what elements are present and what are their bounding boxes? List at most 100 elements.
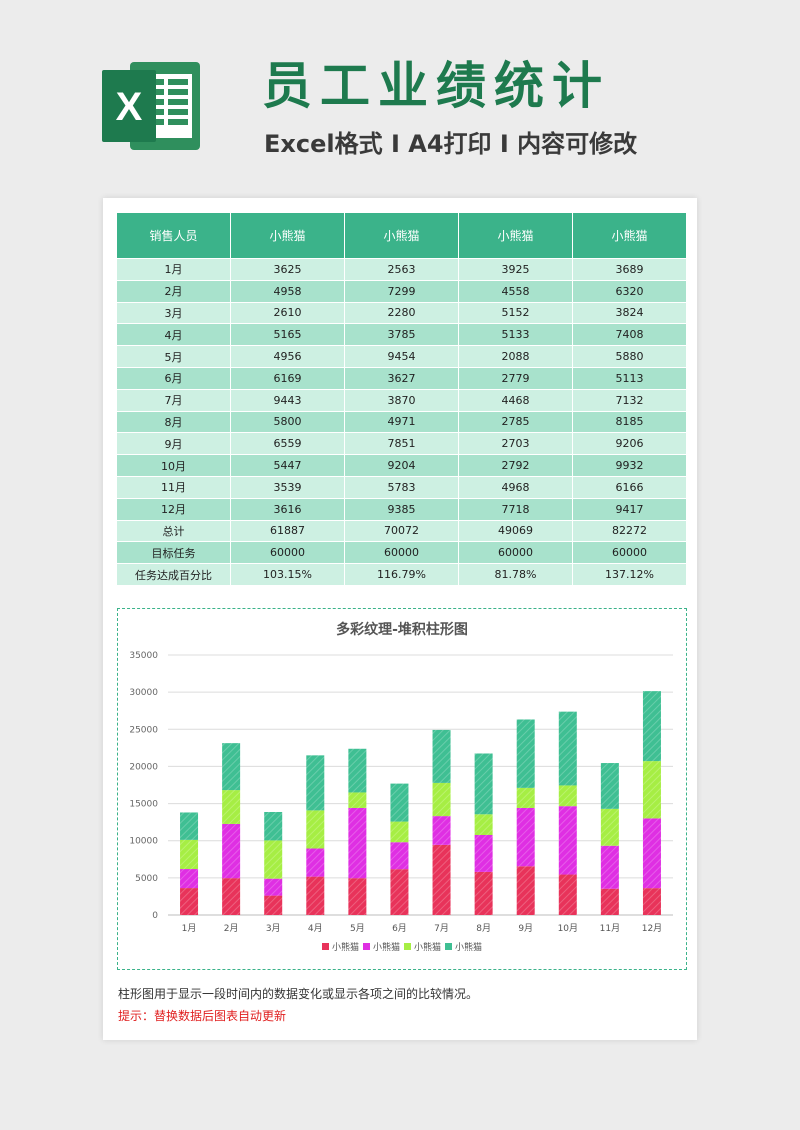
- table-row: 9月 6559 7851 2703 9206: [116, 432, 687, 456]
- y-tick-label: 20000: [129, 762, 158, 772]
- bar-segment: [306, 876, 325, 915]
- bar-segment: [348, 748, 367, 793]
- table-cell: 2792: [458, 454, 573, 477]
- table-cell: 2779: [458, 366, 573, 390]
- table-cell: 6166: [572, 475, 687, 499]
- bar-segment: [474, 871, 493, 915]
- y-tick-label: 15000: [129, 800, 158, 810]
- row-label-cell: 7月: [116, 388, 231, 412]
- table-cell: 9204: [344, 454, 459, 477]
- bar-segment: [390, 869, 409, 915]
- table-cell: 2703: [458, 432, 573, 456]
- table-cell: 3627: [344, 366, 459, 390]
- table-cell: 4956: [230, 345, 345, 368]
- legend-swatch: [363, 943, 370, 950]
- table-cell: 4958: [230, 279, 345, 303]
- bar-segment: [558, 711, 577, 786]
- row-label-cell: 10月: [116, 454, 231, 477]
- table-cell: 3925: [458, 258, 573, 281]
- x-tick-label: 6月: [392, 923, 407, 934]
- table-cell: 2088: [458, 345, 573, 368]
- table-cell: 6169: [230, 366, 345, 390]
- table-cell: 5113: [572, 366, 687, 390]
- bar-segment: [222, 878, 241, 915]
- chart-container: 多彩纹理-堆积柱形图 0 5000 10000 15000 20000 25000 30000…: [117, 608, 687, 970]
- bar-segment: [348, 807, 367, 879]
- x-tick-label: 5月: [350, 923, 365, 934]
- chart-title: 多彩纹理-堆积柱形图: [336, 621, 468, 638]
- y-tick-label: 0: [152, 911, 158, 921]
- table-cell: 9443: [230, 388, 345, 412]
- column-header: 小熊猫: [572, 212, 687, 259]
- bar-segment: [642, 888, 661, 915]
- legend-swatch: [322, 943, 329, 950]
- table-cell: 7408: [572, 323, 687, 347]
- table-cell: 4968: [458, 475, 573, 499]
- bar-segment: [642, 691, 661, 762]
- table-cell: 7299: [344, 279, 459, 303]
- bar-segment: [474, 814, 493, 835]
- bar-segment: [474, 753, 493, 815]
- bar-segment: [516, 787, 535, 808]
- y-tick-label: 10000: [129, 837, 158, 847]
- table-cell: 70072: [344, 519, 459, 543]
- bar-segment: [516, 719, 535, 788]
- row-label-cell: 2月: [116, 279, 231, 303]
- table-cell: 82272: [572, 519, 687, 543]
- x-tick-label: 7月: [434, 923, 449, 934]
- table-cell: 3824: [572, 301, 687, 325]
- y-tick-label: 25000: [129, 725, 158, 735]
- bar-segment: [390, 842, 409, 870]
- x-tick-label: 1月: [182, 923, 197, 934]
- y-tick-label: 30000: [129, 688, 158, 698]
- table-cell: 137.12%: [572, 563, 687, 586]
- x-tick-label: 4月: [308, 923, 323, 934]
- bar-segment: [264, 895, 283, 915]
- table-body: 1月 3625 2563 3925 3689 2月 4958 7299 4558 6320 3月 26…: [116, 258, 687, 586]
- table-row: 8月 5800 4971 2785 8185: [116, 410, 687, 434]
- bar-segment: [264, 840, 283, 879]
- table-cell: 2280: [344, 301, 459, 325]
- bar-segment: [264, 878, 283, 896]
- table-cell: 5152: [458, 301, 573, 325]
- table-row: 7月 9443 3870 4468 7132: [116, 388, 687, 412]
- bar-segment: [600, 763, 619, 809]
- bar-segment: [348, 878, 367, 915]
- table-row: 任务达成百分比 103.15% 116.79% 81.78% 137.12%: [116, 563, 687, 586]
- x-tick-label: 11月: [600, 923, 620, 934]
- table-cell: 6320: [572, 279, 687, 303]
- table-cell: 9385: [344, 497, 459, 521]
- stacked-bar-chart: 多彩纹理-堆积柱形图 0 5000 10000 15000 20000 25000 30000…: [129, 621, 673, 953]
- bar-segment: [222, 823, 241, 879]
- bar-segment: [516, 807, 535, 867]
- bar-segment: [558, 785, 577, 807]
- chart-description: 柱形图用于显示一段时间内的数据变化或显示各项之间的比较情况。: [118, 987, 479, 1001]
- bar-segment: [222, 790, 241, 824]
- bar-segment: [600, 888, 619, 915]
- table-cell: 5880: [572, 345, 687, 368]
- table-row: 4月 5165 3785 5133 7408: [116, 323, 687, 347]
- table-cell: 9454: [344, 345, 459, 368]
- table-cell: 9206: [572, 432, 687, 456]
- column-header: 小熊猫: [230, 212, 345, 259]
- bar-segment: [432, 844, 451, 915]
- row-label-cell: 任务达成百分比: [116, 563, 231, 586]
- x-tick-label: 8月: [476, 923, 491, 934]
- x-tick-label: 10月: [558, 923, 578, 934]
- table-cell: 116.79%: [344, 563, 459, 586]
- table-cell: 60000: [572, 541, 687, 565]
- table-row: 6月 6169 3627 2779 5113: [116, 366, 687, 390]
- table-cell: 4558: [458, 279, 573, 303]
- bar-segment: [642, 818, 661, 889]
- row-label-cell: 1月: [116, 258, 231, 281]
- x-tick-label: 12月: [642, 923, 662, 934]
- table-cell: 3616: [230, 497, 345, 521]
- table-cell: 60000: [230, 541, 345, 565]
- legend-label: 小熊猫: [455, 941, 482, 953]
- legend-label: 小熊猫: [373, 941, 400, 953]
- table-cell: 2610: [230, 301, 345, 325]
- bar-segment: [306, 810, 325, 849]
- bar-segment: [516, 866, 535, 915]
- page-title: 员工业绩统计: [262, 57, 610, 115]
- row-label-cell: 6月: [116, 366, 231, 390]
